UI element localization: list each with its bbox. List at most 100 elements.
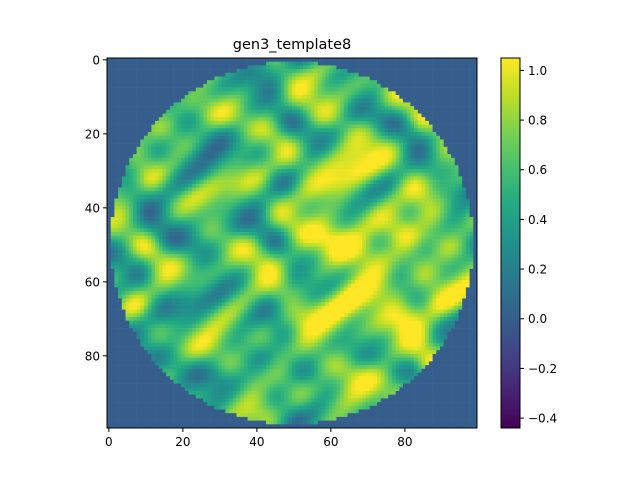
heatmap-cell [343,106,348,111]
heatmap-cell [221,146,226,151]
heatmap-cell [129,117,134,122]
heatmap-cell [391,239,396,244]
heatmap-cell [388,124,393,129]
heatmap-cell [314,87,319,92]
heatmap-cell [384,83,389,88]
heatmap-cell [425,91,430,96]
heatmap-cell [377,58,382,62]
heatmap-cell [417,231,422,236]
heatmap-cell [362,194,367,199]
heatmap-cell [255,198,259,203]
heatmap-cell [214,228,219,233]
heatmap-cell [225,183,230,188]
heatmap-cell [380,165,385,170]
heatmap-cell [203,180,208,185]
heatmap-cell [162,102,167,107]
heatmap-cell [169,224,174,229]
heatmap-cell [414,61,419,66]
heatmap-cell [303,106,308,111]
heatmap-cell [473,213,478,218]
heatmap-cell [273,65,278,70]
heatmap-cell [192,224,197,229]
heatmap-cell [118,213,123,218]
heatmap-cell [195,124,200,129]
heatmap-cell [114,72,119,77]
heatmap-cell [232,235,237,240]
heatmap-cell [144,109,148,114]
heatmap-cell [406,209,411,214]
heatmap-cell [214,224,219,229]
heatmap-cell [354,165,359,170]
heatmap-cell [436,161,441,166]
heatmap-cell [403,206,407,210]
heatmap-cell [306,87,311,92]
heatmap-cell [114,139,119,144]
heatmap-cell [417,239,422,244]
heatmap-cell [347,217,352,222]
heatmap-cell [332,154,337,159]
heatmap-cell [347,113,352,118]
heatmap-cell [177,224,182,229]
heatmap-cell [406,102,411,107]
heatmap-cell [299,176,304,181]
heatmap-cell [132,120,137,125]
heatmap-cell [107,128,111,133]
heatmap-cell [388,117,393,122]
heatmap-cell [325,117,330,122]
heatmap-cell [377,172,382,177]
heatmap-cell [336,87,341,92]
heatmap-cell [114,220,119,225]
heatmap-cell [121,191,126,196]
heatmap-cell [199,180,204,185]
heatmap-cell [340,113,345,118]
heatmap-cell [347,191,352,196]
heatmap-cell [144,106,148,111]
heatmap-cell [436,176,441,181]
heatmap-cell [155,95,160,99]
heatmap-cell [188,91,193,96]
heatmap-cell [121,61,126,66]
heatmap-cell [247,102,252,107]
heatmap-cell [303,228,308,233]
heatmap-cell [340,224,345,229]
heatmap-cell [462,120,467,125]
heatmap-cell [262,95,267,99]
heatmap-cell [177,161,182,166]
heatmap-cell [136,91,141,96]
heatmap-cell [447,65,452,70]
heatmap-cell [273,120,278,125]
heatmap-cell [380,213,385,218]
heatmap-cell [332,109,337,114]
heatmap-cell [247,98,252,103]
heatmap-cell [451,76,456,81]
heatmap-cell [454,146,459,151]
heatmap-cell [436,135,441,140]
heatmap-cell [436,202,441,207]
heatmap-cell [199,194,204,199]
heatmap-cell [166,143,171,148]
heatmap-cell [406,239,411,244]
heatmap-cell [118,231,123,236]
heatmap-cell [107,180,111,185]
heatmap-cell [354,128,359,133]
heatmap-cell [410,69,415,74]
heatmap-cell [369,157,374,162]
heatmap-cell [218,146,222,151]
heatmap-cell [410,157,415,162]
heatmap-cell [184,135,189,140]
heatmap-cell [354,113,359,118]
heatmap-cell [358,220,363,225]
heatmap-cell [432,191,437,196]
heatmap-cell [414,95,419,99]
heatmap-cell [192,146,197,151]
heatmap-cell [403,80,407,85]
heatmap-cell [295,157,300,162]
heatmap-cell [329,132,333,136]
heatmap-cell [373,139,378,144]
heatmap-cell [247,194,252,199]
heatmap-cell [266,143,271,148]
heatmap-cell [403,180,407,185]
heatmap-cell [421,220,426,225]
heatmap-cell [447,176,452,181]
heatmap-cell [369,120,374,125]
